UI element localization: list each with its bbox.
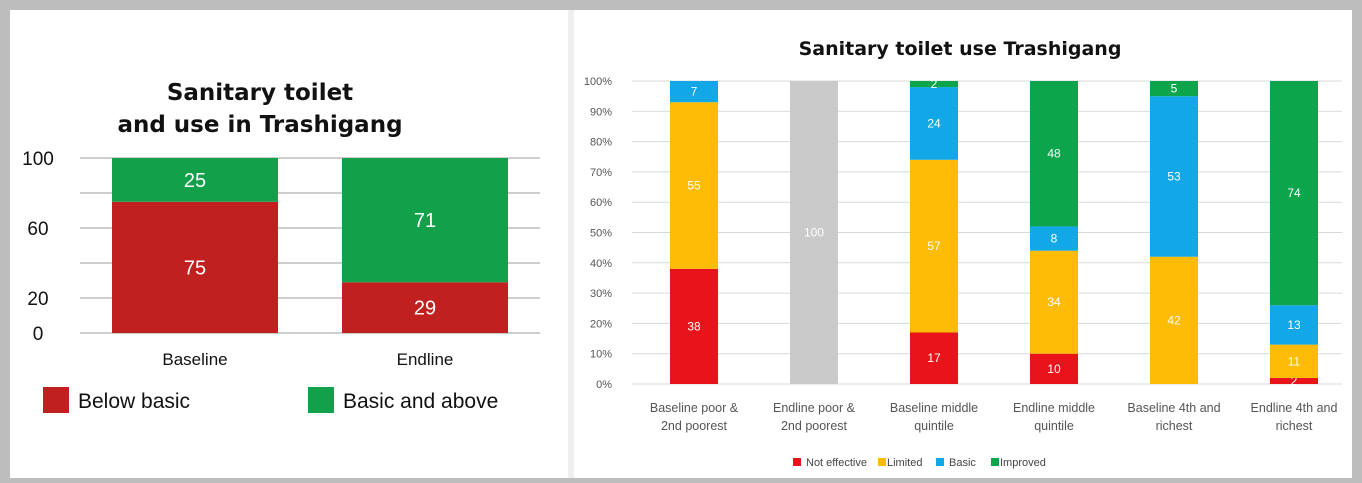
legend-label-limited: Limited — [887, 457, 922, 469]
x-tick-label: Endline middle — [1013, 401, 1095, 415]
legend-swatch-not-effective — [793, 458, 801, 466]
y-tick-label: 70% — [590, 167, 612, 179]
y-tick-label: 0 — [33, 324, 44, 345]
bar-segment — [1270, 344, 1318, 378]
y-tick-label: 100% — [584, 76, 612, 88]
left-chart: Sanitary toilet and use in Trashigang 0 2… — [22, 80, 540, 413]
bar-segment — [1270, 377, 1318, 384]
data-label: 2 — [931, 77, 938, 91]
bar-segment — [1030, 81, 1078, 227]
bar-segment — [1150, 81, 1198, 97]
data-label: 29 — [414, 298, 436, 320]
bar-segment — [1270, 305, 1318, 345]
data-label: 100 — [804, 226, 824, 240]
y-tick-label: 20% — [590, 318, 612, 330]
y-tick-label: 30% — [590, 288, 612, 300]
bar-segment — [1030, 226, 1078, 251]
x-tick-label: Endline poor & — [773, 401, 856, 415]
data-label: 17 — [927, 351, 941, 365]
bar-segment — [910, 87, 958, 160]
x-tick-label: Baseline poor & — [650, 401, 739, 415]
data-label: 57 — [927, 239, 941, 253]
left-chart-title-line2: and use in Trashigang — [117, 112, 402, 138]
legend-label-not-effective: Not effective — [806, 457, 867, 469]
right-chart-panel: Sanitary toilet use Trashigang 0% 10% 20% 3… — [572, 10, 1352, 478]
data-label: 42 — [1167, 313, 1181, 327]
bar-segment — [790, 81, 838, 384]
right-chart: Sanitary toilet use Trashigang 0% 10% 20% 3… — [584, 38, 1342, 469]
left-plot-area: 0 20 60 100 75 25 Baseline 29 71 Endline — [22, 149, 540, 369]
bar-segment — [670, 81, 718, 103]
bar-segment — [910, 81, 958, 88]
bar-segment — [1030, 250, 1078, 354]
data-label: 2 — [1291, 374, 1298, 388]
y-tick-label: 60 — [27, 219, 48, 240]
legend-label-improved: Improved — [1000, 457, 1046, 469]
x-tick-label: richest — [1156, 419, 1193, 433]
bar-segment — [910, 332, 958, 384]
data-label: 48 — [1047, 147, 1061, 161]
y-tick-label: 90% — [590, 106, 612, 118]
x-tick-label: 2nd poorest — [661, 419, 728, 433]
data-label: 75 — [184, 257, 206, 279]
panel-divider — [568, 10, 574, 478]
data-label: 11 — [1288, 354, 1301, 368]
y-tick-label: 50% — [590, 228, 612, 240]
bar-segment — [1270, 81, 1318, 306]
data-label: 53 — [1167, 169, 1181, 183]
right-plot-area: 0%10%20%30%40%50%60%70%80%90%100%38557Ba… — [584, 76, 1342, 433]
bar-segment — [112, 201, 278, 333]
data-label: 10 — [1047, 362, 1061, 376]
bar-segment — [1150, 96, 1198, 257]
y-tick-label: 40% — [590, 258, 612, 270]
data-label: 24 — [927, 116, 941, 130]
legend-swatch-limited — [878, 458, 886, 466]
bar-segment — [670, 268, 718, 384]
y-tick-label: 80% — [590, 137, 612, 149]
data-label: 13 — [1287, 318, 1301, 332]
y-tick-label: 100 — [22, 149, 54, 170]
y-tick-label: 10% — [590, 349, 612, 361]
data-label: 25 — [184, 170, 206, 192]
data-label: 8 — [1051, 232, 1058, 246]
data-label: 55 — [687, 179, 701, 193]
legend-swatch-below-basic — [43, 387, 69, 413]
legend-label-below-basic: Below basic — [78, 390, 190, 413]
legend-swatch-basic — [936, 458, 944, 466]
bar-segment — [910, 159, 958, 333]
bar-segment — [342, 158, 508, 283]
bar-segment — [1030, 353, 1078, 384]
data-label: 5 — [1171, 82, 1178, 96]
y-tick-label: 60% — [590, 197, 612, 209]
left-chart-title-line1: Sanitary toilet — [167, 80, 353, 106]
x-tick-label: quintile — [914, 419, 954, 433]
legend-label-basic: Basic — [949, 457, 976, 469]
x-tick-label: quintile — [1034, 419, 1074, 433]
x-tick-label: richest — [1276, 419, 1313, 433]
y-tick-label: 20 — [27, 289, 48, 310]
data-label: 34 — [1047, 295, 1061, 309]
x-tick-label: Endline — [397, 350, 454, 369]
legend-swatch-improved — [991, 458, 999, 466]
x-tick-label: Endline 4th and — [1251, 401, 1338, 415]
bar-segment — [112, 158, 278, 202]
bar-segment — [342, 282, 508, 333]
x-tick-label: Baseline 4th and — [1127, 401, 1220, 415]
data-label: 7 — [691, 85, 698, 99]
left-chart-panel: Sanitary toilet and use in Trashigang 0 2… — [10, 10, 570, 478]
bar-segment — [670, 102, 718, 269]
legend-label-basic-above: Basic and above — [343, 390, 498, 413]
data-label: 38 — [687, 319, 701, 333]
x-tick-label: 2nd poorest — [781, 419, 848, 433]
data-label: 71 — [414, 210, 436, 232]
y-tick-label: 0% — [596, 379, 612, 391]
x-tick-label: Baseline middle — [890, 401, 978, 415]
data-label: 74 — [1287, 186, 1301, 200]
legend-swatch-basic-above — [308, 387, 334, 413]
x-tick-label: Baseline — [162, 350, 227, 369]
right-chart-title: Sanitary toilet use Trashigang — [799, 38, 1122, 60]
bar-segment — [1150, 256, 1198, 384]
